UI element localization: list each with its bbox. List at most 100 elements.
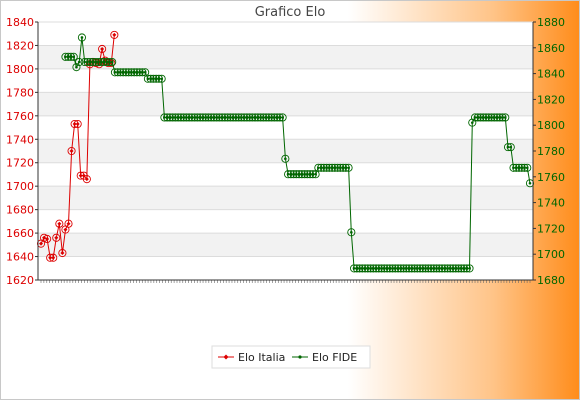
y-left-tick-label: 1820 — [6, 39, 34, 52]
point-fide — [75, 57, 84, 67]
point-italia — [58, 248, 67, 258]
point-fide-marker — [160, 77, 163, 81]
point-italia-marker — [72, 122, 77, 127]
point-italia — [64, 219, 73, 228]
point-fide — [77, 33, 86, 42]
legend-marker-1 — [223, 354, 229, 360]
point-fide-marker — [281, 116, 284, 119]
y-right-tick-label: 1820 — [537, 93, 565, 106]
point-fide-marker — [284, 157, 287, 161]
point-fide-marker — [528, 181, 532, 185]
grid-band — [38, 45, 533, 69]
point-italia-marker — [63, 227, 68, 232]
point-italia-marker — [66, 221, 71, 226]
point-fide-marker — [470, 121, 474, 124]
y-right-tick-label: 1720 — [537, 222, 565, 235]
point-fide — [465, 264, 474, 273]
point-italia-marker — [60, 251, 65, 256]
y-left-tick-label: 1700 — [6, 180, 34, 193]
y-left-tick-label: 1780 — [6, 86, 34, 99]
legend-label-2: Elo FIDE — [312, 351, 357, 364]
point-fide — [506, 143, 515, 152]
y-right-tick-label: 1860 — [537, 42, 565, 55]
point-italia-marker — [57, 221, 62, 226]
y-right-tick-label: 1760 — [537, 171, 565, 184]
point-italia — [82, 175, 91, 184]
point-italia — [98, 44, 107, 54]
y-right-tick-label: 1780 — [537, 145, 565, 158]
grid-bands — [38, 22, 533, 280]
axes-layer: 1620 1640 1660 1680 1700 1720 1740 1760 1780 1800… — [6, 16, 565, 287]
point-italia-marker — [78, 173, 83, 178]
point-italia-marker — [48, 255, 53, 260]
point-italia — [110, 30, 119, 39]
point-italia-marker — [54, 235, 59, 240]
point-italia-marker — [69, 149, 74, 153]
y-left-tick-label: 1840 — [6, 16, 34, 29]
point-italia — [49, 253, 58, 262]
y-left-tick-label: 1800 — [6, 63, 34, 76]
point-fide — [468, 118, 477, 127]
point-fide — [523, 163, 532, 172]
y-right-tick-label: 1740 — [537, 197, 565, 210]
point-italia — [52, 233, 61, 242]
point-fide — [72, 63, 81, 72]
grid-band — [38, 139, 533, 163]
point-italia-marker — [112, 32, 117, 37]
point-fide — [108, 57, 117, 67]
grid-band — [38, 92, 533, 116]
y-left-tick-label: 1740 — [6, 133, 34, 146]
y-left-tick-label: 1640 — [6, 251, 34, 264]
point-fide-marker — [110, 60, 114, 64]
legend-marker-2 — [298, 355, 302, 359]
point-fide-marker — [314, 172, 317, 176]
y-left-tick-label: 1720 — [6, 157, 34, 170]
point-fide-marker — [347, 166, 350, 170]
point-fide — [278, 113, 287, 122]
grid-band — [38, 233, 533, 257]
point-italia — [55, 219, 64, 228]
legend-label-1: Elo Italia — [238, 351, 285, 364]
point-italia-marker — [75, 122, 80, 127]
y-left-tick-label: 1680 — [6, 204, 34, 217]
point-italia-marker — [51, 255, 56, 260]
point-italia-marker — [84, 177, 89, 182]
point-fide — [525, 179, 535, 188]
y-left-tick-label: 1620 — [6, 274, 34, 287]
point-fide — [281, 154, 290, 163]
point-fide-marker — [80, 36, 84, 39]
point-italia-marker — [100, 46, 105, 51]
y-right-tick-label: 1700 — [537, 248, 565, 261]
point-italia — [43, 234, 52, 244]
point-fide-marker — [503, 116, 507, 119]
point-fide-marker — [143, 71, 147, 74]
point-fide — [501, 113, 510, 122]
point-italia-marker — [39, 241, 43, 246]
point-fide-marker — [509, 145, 513, 149]
chart-title: Grafico Elo — [255, 5, 326, 20]
legend-box — [211, 345, 371, 369]
point-italia-marker — [45, 236, 50, 241]
point-fide — [347, 228, 356, 237]
series-layer — [36, 30, 535, 273]
grid-band — [38, 186, 533, 210]
point-fide — [344, 163, 353, 172]
point-fide — [69, 52, 78, 61]
legend: Elo Italia Elo FIDE — [211, 345, 371, 369]
point-fide-marker — [468, 267, 471, 270]
point-fide-marker — [525, 166, 529, 170]
y-right-tick-label: 1880 — [537, 16, 565, 29]
point-italia — [67, 146, 76, 156]
point-italia — [73, 119, 82, 129]
point-italia-marker — [81, 173, 86, 178]
y-right-tick-label: 1680 — [537, 274, 565, 287]
point-fide — [157, 74, 166, 83]
point-fide-marker — [350, 230, 353, 234]
point-fide-marker — [75, 65, 78, 69]
point-fide-marker — [72, 55, 75, 59]
y-left-tick-label: 1760 — [6, 110, 34, 123]
y-left-tick-label: 1660 — [6, 227, 34, 240]
y-right-tick-label: 1840 — [537, 68, 565, 81]
